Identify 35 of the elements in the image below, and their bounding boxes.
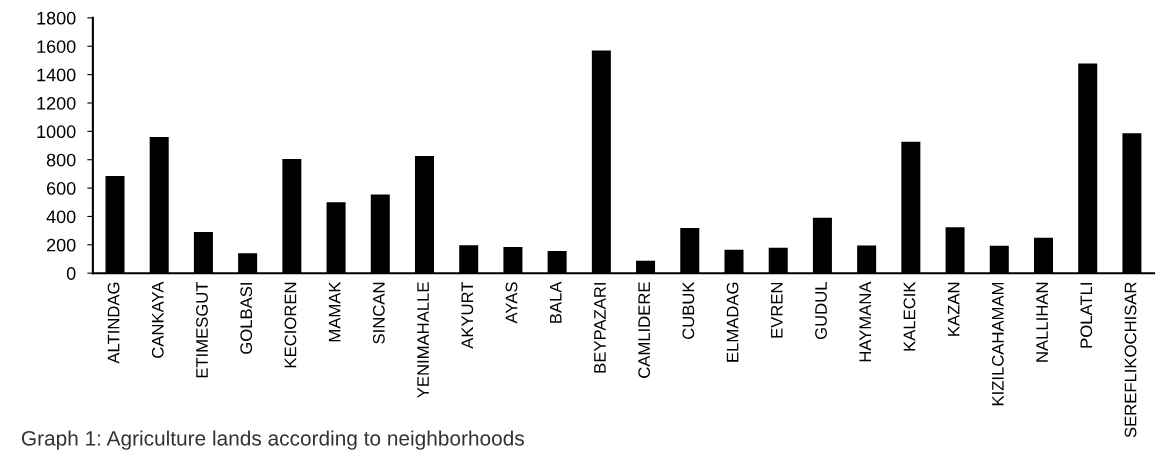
y-tick-label: 1000 (37, 125, 76, 139)
x-tick-label: KECIOREN (284, 282, 297, 368)
x-tick-label: KIZILCAHAMAM (991, 282, 1004, 406)
y-tick-label: 1400 (37, 68, 76, 82)
x-tick-label: YENIMAHALLE (417, 282, 429, 398)
x-tick-label: BALA (549, 281, 562, 323)
y-tick-label: 600 (47, 182, 76, 195)
x-tick-label: MAMAK (328, 281, 341, 342)
y-tick-label: 800 (46, 153, 76, 167)
x-tick-label: AKYURT (461, 281, 474, 349)
x-tick-label: BEYPAZARI (594, 283, 606, 373)
x-tick-label: AYAS (505, 282, 518, 324)
x-tick-label: CAMLIDERE (638, 282, 651, 378)
x-tick-label: GUDUL (815, 282, 827, 340)
x-tick-label: ALTINDAG (107, 282, 120, 364)
y-tick-label: 0 (66, 267, 76, 280)
x-tick-label: KAZAN (947, 282, 960, 336)
x-tick-label: CUBUK (682, 281, 695, 340)
y-tick-label: 1800 (37, 11, 76, 25)
x-tick-label: POLATLI (1080, 283, 1093, 348)
x-tick-label: CANKAYA (151, 281, 164, 358)
x-tick-label: KALECIK (903, 281, 916, 351)
x-tick-label: ETIMESGUT (196, 281, 208, 378)
x-tick-label: GOLBASI (240, 283, 253, 354)
y-tick-label: 400 (46, 210, 76, 224)
x-tick-label: SINCAN (372, 282, 385, 344)
y-tick-label: 1200 (37, 96, 76, 110)
x-tick-label: NALLIHAN (1036, 282, 1048, 362)
y-tick-label: 200 (47, 238, 76, 252)
x-tick-label: EVREN (771, 282, 783, 338)
caption: Graph 1: Agriculture lands according to neighborhoods (21, 430, 524, 450)
x-tick-label: SEREFLIKOCHISAR (1124, 282, 1137, 438)
x-tick-label: HAYMANA (859, 281, 871, 362)
y-tick-label: 1600 (37, 40, 76, 53)
x-tick-label: ELMADAG (726, 282, 739, 362)
